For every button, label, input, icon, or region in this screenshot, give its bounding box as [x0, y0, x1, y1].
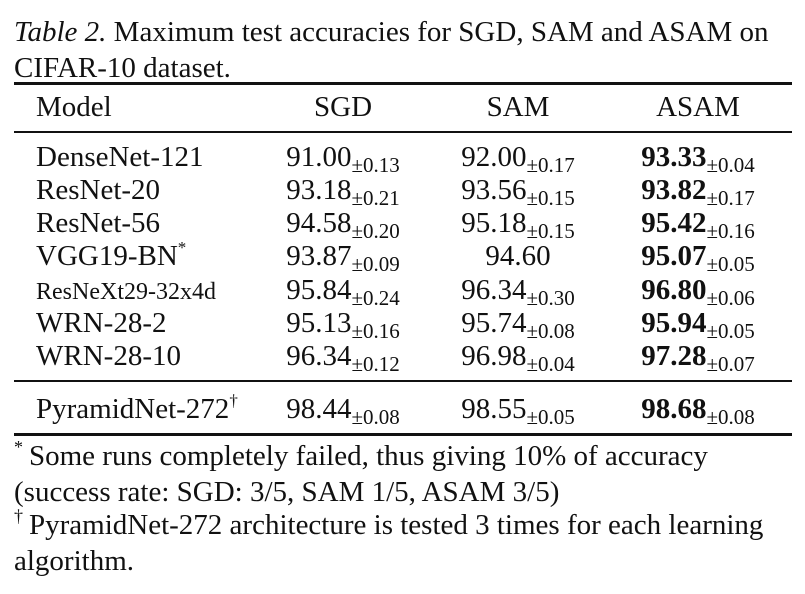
table-row-sam: 95.74±0.08: [461, 307, 575, 343]
table-row-model: PyramidNet-272†: [36, 391, 238, 425]
table-row-sam: 96.98±0.04: [461, 340, 575, 376]
table-row-asam: 95.42±0.16: [641, 207, 755, 243]
table-row-model: ResNet-56: [36, 207, 161, 239]
table-row-model: WRN-28-2: [36, 307, 167, 339]
header-asam: ASAM: [656, 91, 740, 123]
table-row-sam: 96.34±0.30: [461, 274, 575, 310]
table-row-sgd: 95.13±0.16: [286, 307, 400, 343]
table-row-asam: 93.82±0.17: [641, 174, 755, 210]
table-row-sgd: 95.84±0.24: [286, 274, 400, 310]
header-model: Model: [36, 91, 112, 123]
table-footnotes: * Some runs completely failed, thus givin…: [14, 437, 799, 578]
table-row-sgd: 96.34±0.12: [286, 340, 400, 376]
table-row-asam: 95.94±0.05: [641, 307, 755, 343]
footnote: * Some runs completely failed, thus givin…: [14, 437, 708, 508]
table-row-sam: 94.60: [485, 240, 551, 272]
table-row-sam: 98.55±0.05: [461, 393, 575, 429]
table-row-sgd: 98.44±0.08: [286, 393, 400, 429]
footnote-mark: †: [229, 391, 238, 410]
table-row-sam: 93.56±0.15: [461, 174, 575, 210]
table-row-sgd: 91.00±0.13: [286, 141, 400, 177]
top-rule: [14, 82, 792, 85]
footnote-mark: *: [177, 238, 187, 257]
table-caption: Table 2. Maximum test accuracies for SGD…: [14, 14, 799, 86]
table-row-asam: 93.33±0.04: [641, 141, 755, 177]
header-sam: SAM: [486, 91, 550, 123]
header-rule: [14, 131, 792, 133]
table-row-model: DenseNet-121: [36, 141, 204, 173]
table-row-sgd: 94.58±0.20: [286, 207, 400, 243]
table-row-model: ResNet-20: [36, 174, 161, 206]
table-row-sgd: 93.18±0.21: [286, 174, 400, 210]
footnote: † PyramidNet-272 architecture is tested 3…: [14, 506, 764, 577]
table-row-sam: 92.00±0.17: [461, 141, 575, 177]
table-row-asam: 95.07±0.05: [641, 240, 755, 276]
table-row-model: WRN-28-10: [36, 340, 181, 372]
table-row-asam: 97.28±0.07: [641, 340, 755, 376]
table-row-model: ResNeXt29-32x4d: [36, 279, 216, 305]
header-sgd: SGD: [313, 91, 373, 123]
table-row-sgd: 93.87±0.09: [286, 240, 400, 276]
table-row-sam: 95.18±0.15: [461, 207, 575, 243]
table-row-asam: 98.68±0.08: [641, 393, 755, 429]
group-rule: [14, 380, 792, 382]
bottom-rule: [14, 433, 792, 436]
table-row-model: VGG19-BN*: [36, 238, 187, 272]
caption-text: Maximum test accuracies for SGD, SAM and…: [14, 16, 769, 84]
table-row-asam: 96.80±0.06: [641, 274, 755, 310]
caption-label: Table 2.: [14, 16, 107, 48]
